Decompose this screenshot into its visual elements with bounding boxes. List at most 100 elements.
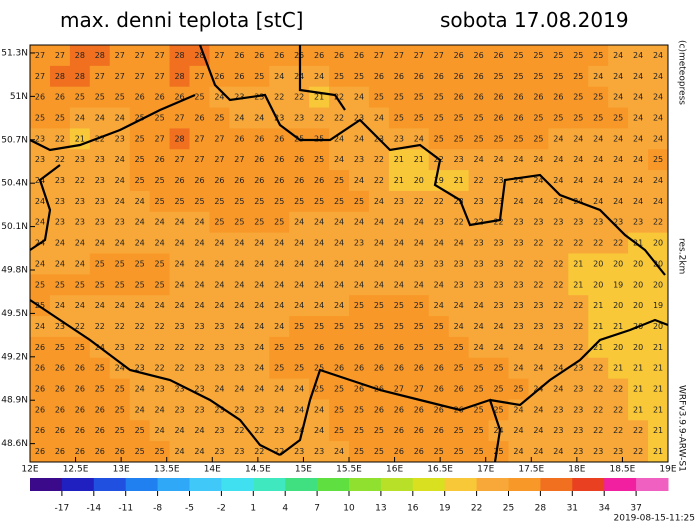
cell-value: 25 — [75, 280, 85, 289]
cell-fill — [388, 211, 410, 234]
cell-fill — [468, 441, 490, 463]
cell-fill — [428, 232, 450, 254]
cell-value: 26 — [254, 134, 264, 143]
cell-value: 26 — [35, 405, 45, 414]
cell-fill — [189, 357, 210, 380]
cell-value: 27 — [194, 155, 204, 164]
cell-value: 26 — [55, 364, 65, 373]
cell-fill — [588, 274, 609, 296]
cell-fill — [588, 232, 609, 254]
cell-fill — [269, 441, 290, 463]
cell-value: 24 — [294, 385, 304, 394]
cell-fill — [548, 149, 569, 171]
y-tick-label: 49.2N — [1, 352, 28, 362]
cell-fill — [129, 211, 151, 234]
cell-value: 24 — [374, 197, 384, 206]
cell-fill — [209, 107, 230, 129]
cell-value: 24 — [294, 218, 304, 227]
cell-fill — [588, 295, 609, 317]
cell-value: 25 — [314, 385, 324, 394]
cell-fill — [169, 378, 190, 400]
cell-fill — [169, 65, 190, 88]
cell-fill — [229, 45, 250, 67]
cell-fill — [448, 441, 470, 463]
cell-fill — [229, 357, 250, 380]
cell-fill — [468, 170, 490, 192]
cell-value: 24 — [155, 218, 165, 227]
cell-value: 22 — [613, 405, 623, 414]
cell-fill — [568, 274, 589, 296]
cell-fill — [129, 253, 151, 275]
cell-fill — [229, 336, 250, 359]
cell-fill — [69, 190, 91, 213]
cell-fill — [448, 420, 470, 442]
cell-value: 24 — [294, 280, 304, 289]
cell-fill — [508, 107, 529, 129]
cell-fill — [129, 399, 151, 421]
cell-value: 23 — [234, 447, 244, 456]
cell-value: 23 — [513, 322, 523, 331]
cell-fill — [30, 441, 51, 463]
cell-fill — [109, 378, 131, 400]
cell-value: 25 — [334, 176, 344, 185]
cell-value: 26 — [55, 447, 65, 456]
cell-fill — [309, 149, 330, 171]
cell-fill — [49, 420, 71, 442]
cell-value: 27 — [214, 155, 224, 164]
cell-fill — [548, 107, 569, 129]
x-tick-label: 13E — [113, 465, 130, 475]
cell-value: 24 — [374, 113, 384, 122]
cell-value: 22 — [135, 322, 145, 331]
cell-value: 24 — [274, 385, 284, 394]
cell-value: 26 — [434, 364, 444, 373]
x-tick-label: 14E — [204, 465, 221, 475]
cell-value: 25 — [573, 113, 583, 122]
cell-value: 24 — [334, 134, 344, 143]
cell-fill — [408, 45, 430, 67]
cell-value: 24 — [394, 280, 404, 289]
cell-value: 25 — [115, 280, 125, 289]
cell-fill — [588, 316, 609, 338]
cell-fill — [628, 336, 649, 359]
cell-value: 26 — [314, 343, 324, 352]
cell-value: 20 — [414, 176, 424, 185]
colorbar-swatch — [30, 478, 63, 491]
cell-value: 25 — [394, 322, 404, 331]
cell-value: 24 — [254, 343, 264, 352]
cell-fill — [428, 399, 450, 421]
cell-value: 28 — [174, 51, 184, 60]
cell-value: 25 — [493, 72, 503, 81]
cell-value: 22 — [75, 176, 85, 185]
cell-fill — [49, 295, 71, 317]
cell-fill — [49, 128, 71, 150]
cell-fill — [568, 45, 589, 67]
cell-fill — [548, 170, 569, 192]
cell-value: 22 — [533, 239, 543, 248]
cell-fill — [189, 65, 210, 88]
cell-value: 24 — [493, 322, 503, 331]
cell-value: 23 — [194, 322, 204, 331]
cell-fill — [109, 170, 131, 192]
cell-fill — [109, 253, 131, 275]
cell-value: 22 — [613, 385, 623, 394]
colorbar-swatch — [221, 478, 254, 491]
cell-fill — [49, 253, 71, 275]
cell-fill — [30, 399, 51, 421]
cell-value: 27 — [35, 72, 45, 81]
cell-value: 23 — [115, 218, 125, 227]
cell-value: 26 — [394, 364, 404, 373]
cell-value: 25 — [454, 447, 464, 456]
cell-fill — [349, 232, 370, 254]
cell-value: 25 — [55, 280, 65, 289]
cell-value: 24 — [354, 134, 364, 143]
cell-fill — [189, 190, 210, 213]
cell-fill — [349, 190, 370, 213]
cell-value: 22 — [55, 134, 65, 143]
cell-fill — [548, 232, 569, 254]
cell-fill — [468, 149, 490, 171]
cell-fill — [169, 399, 190, 421]
cell-value: 23 — [593, 447, 603, 456]
cell-fill — [129, 45, 151, 67]
cell-value: 23 — [55, 322, 65, 331]
colorbar-label: 4 — [282, 504, 288, 514]
